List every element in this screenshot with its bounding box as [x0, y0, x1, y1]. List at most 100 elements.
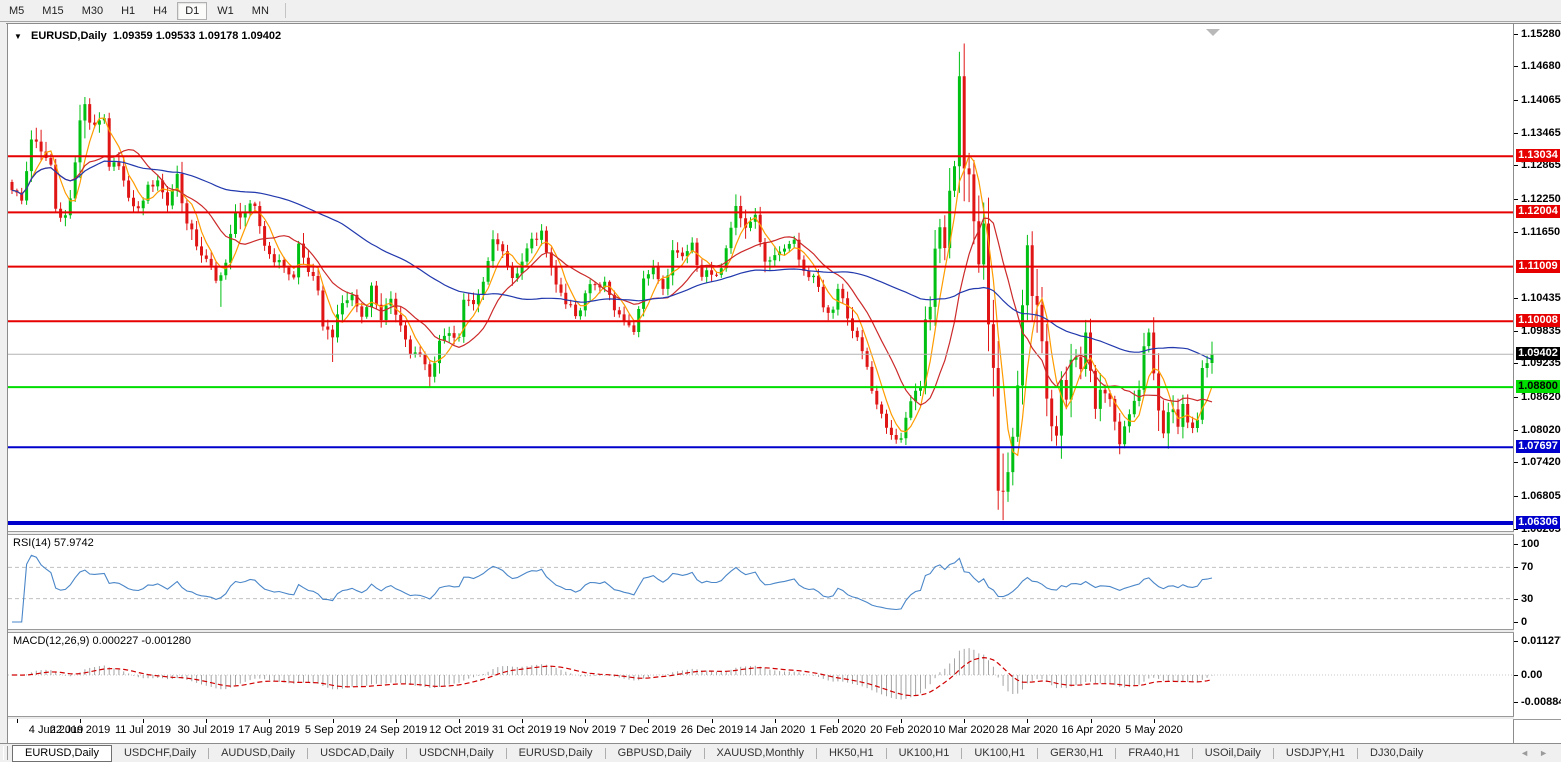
price-tick-label: 1.07420 — [1521, 456, 1561, 468]
time-tick — [269, 719, 270, 723]
timeframe-button-m15[interactable]: M15 — [42, 4, 64, 17]
price-tick-label: 1.12865 — [1521, 159, 1561, 171]
scroll-right-icon[interactable]: ► — [1539, 748, 1548, 758]
time-tick-label: 26 Dec 2019 — [680, 724, 744, 736]
chart-tab-fra40-h1[interactable]: FRA40,H1 — [1128, 747, 1180, 759]
macd-pane[interactable] — [8, 633, 1513, 716]
tab-separator — [1191, 747, 1193, 759]
time-tick-label: 4 Jun 2019 — [28, 724, 84, 736]
price-tick-label: 1.08620 — [1521, 391, 1561, 403]
chart-tabs: EURUSD,Daily USDCHF,Daily AUDUSD,Daily USDC… — [0, 744, 1561, 762]
window-border-top — [6, 23, 1561, 24]
time-tick-label: 16 Apr 2020 — [1061, 724, 1121, 736]
level-price-label: 1.13034 — [1516, 149, 1560, 162]
price-tick — [1514, 462, 1518, 463]
price-tick — [1514, 100, 1518, 101]
chart-tab-eurusd-daily[interactable]: EURUSD,Daily — [518, 747, 593, 759]
price-tick-label: 1.10435 — [1521, 292, 1561, 304]
price-tick — [1514, 331, 1518, 332]
rsi-bg — [8, 535, 1513, 629]
timeframe-button-m5[interactable]: M5 — [9, 4, 25, 17]
time-tick-label: 17 Aug 2019 — [238, 724, 300, 736]
pane-separator[interactable] — [8, 629, 1561, 633]
chart-tab-ger30-h1[interactable]: GER30,H1 — [1050, 747, 1104, 759]
current-price-label: 1.09402 — [1516, 347, 1560, 360]
chart-tab-uk100-h1[interactable]: UK100,H1 — [974, 747, 1026, 759]
rsi-pane[interactable] — [8, 535, 1513, 629]
time-tick — [143, 719, 144, 723]
time-axis[interactable]: 4 Jun 2019 22 Jun 2019 11 Jul 2019 30 Jul 2… — [8, 719, 1513, 743]
price-tick-label: 1.14065 — [1521, 94, 1561, 106]
price-chart-pane[interactable] — [8, 25, 1513, 531]
price-tick-label: 1.12250 — [1521, 193, 1561, 205]
chart-tab-dj30-daily[interactable]: DJ30,Daily — [1370, 747, 1424, 759]
time-tick-label: 10 Mar 2020 — [933, 724, 995, 736]
time-tick-label: 22 Jun 2019 — [49, 724, 111, 736]
price-axis[interactable]: 1.15280 1.14680 1.14065 1.13465 1.12865 1.122… — [1514, 25, 1561, 719]
chart-tab-usdcad-daily[interactable]: USDCAD,Daily — [320, 747, 395, 759]
price-tick — [1514, 496, 1518, 497]
price-tick — [1514, 66, 1518, 67]
price-tick — [1514, 199, 1518, 200]
tabbar-grip — [3, 746, 8, 760]
chart-tab-usoil-daily[interactable]: USOil,Daily — [1204, 747, 1261, 759]
time-tick — [712, 719, 713, 723]
price-tick — [1514, 298, 1518, 299]
tab-separator — [406, 747, 408, 759]
time-tick-label: 20 Feb 2020 — [870, 724, 932, 736]
time-tick-label: 19 Nov 2019 — [553, 724, 617, 736]
time-tick-label: 31 Oct 2019 — [492, 724, 552, 736]
timeframe-button-w1[interactable]: W1 — [217, 4, 234, 17]
time-tick — [648, 719, 649, 723]
price-tick — [1514, 165, 1518, 166]
tab-separator — [1357, 747, 1359, 759]
price-tick-label: 1.09835 — [1521, 325, 1561, 337]
time-tick — [522, 719, 523, 723]
rsi-scale-label: 100 — [1521, 538, 1540, 550]
chart-shift-icon[interactable] — [1206, 29, 1220, 36]
chart-tab-usdchf-daily[interactable]: USDCHF,Daily — [123, 747, 197, 759]
tab-separator — [505, 747, 507, 759]
chart-tab-xauusd-monthly[interactable]: XAUUSD,Monthly — [716, 747, 804, 759]
level-price-label: 1.08800 — [1516, 380, 1560, 393]
price-tick — [1514, 397, 1518, 398]
price-tick — [1514, 133, 1518, 134]
chart-tab-usdcnh-daily[interactable]: USDCNH,Daily — [419, 747, 494, 759]
rsi-scale-tick — [1514, 544, 1518, 545]
time-tick — [838, 719, 839, 723]
tab-separator — [208, 747, 210, 759]
timeframe-button-mn[interactable]: MN — [251, 4, 269, 17]
chart-tab-uk100-h1[interactable]: UK100,H1 — [898, 747, 950, 759]
ma-55-line — [11, 160, 1213, 360]
chevron-down-icon[interactable]: ▼ — [14, 32, 22, 41]
timeframe-button-m30[interactable]: M30 — [81, 4, 104, 17]
chart-tab-usdjpy-h1[interactable]: USDJPY,H1 — [1285, 747, 1346, 759]
macd-label: MACD(12,26,9) 0.000227 -0.001280 — [13, 635, 191, 647]
time-tick-label: 14 Jan 2020 — [744, 724, 806, 736]
time-tick — [396, 719, 397, 723]
chart-tab-gbpusd-daily[interactable]: GBPUSD,Daily — [617, 747, 692, 759]
chart-tab-audusd-daily[interactable]: AUDUSD,Daily — [221, 747, 296, 759]
time-tick — [333, 719, 334, 723]
level-price-label: 1.11009 — [1516, 260, 1560, 273]
price-tick — [1514, 232, 1518, 233]
time-tick — [1154, 719, 1155, 723]
rsi-scale-tick — [1514, 622, 1518, 623]
timeframe-button-h1[interactable]: H1 — [121, 4, 136, 17]
level-price-label: 1.10008 — [1516, 314, 1560, 327]
timeframe-button-d1[interactable]: D1 — [177, 1, 208, 20]
level-price-label: 1.12004 — [1516, 205, 1560, 218]
time-tick — [964, 719, 965, 723]
rsi-scale-label: 70 — [1521, 561, 1534, 573]
time-tick — [17, 719, 18, 723]
rsi-line — [12, 554, 1213, 623]
pane-separator[interactable] — [8, 531, 1561, 535]
macd-histogram — [16, 648, 1213, 700]
price-tick-label: 1.13465 — [1521, 127, 1561, 139]
tab-separator — [703, 747, 705, 759]
scroll-left-icon[interactable]: ◄ — [1520, 748, 1530, 758]
timeframe-button-h4[interactable]: H4 — [153, 4, 168, 17]
chart-tab-eurusd-daily[interactable]: EURUSD,Daily — [12, 744, 112, 762]
time-tick-label: 1 Feb 2020 — [810, 724, 866, 736]
chart-tab-hk50-h1[interactable]: HK50,H1 — [828, 747, 874, 759]
